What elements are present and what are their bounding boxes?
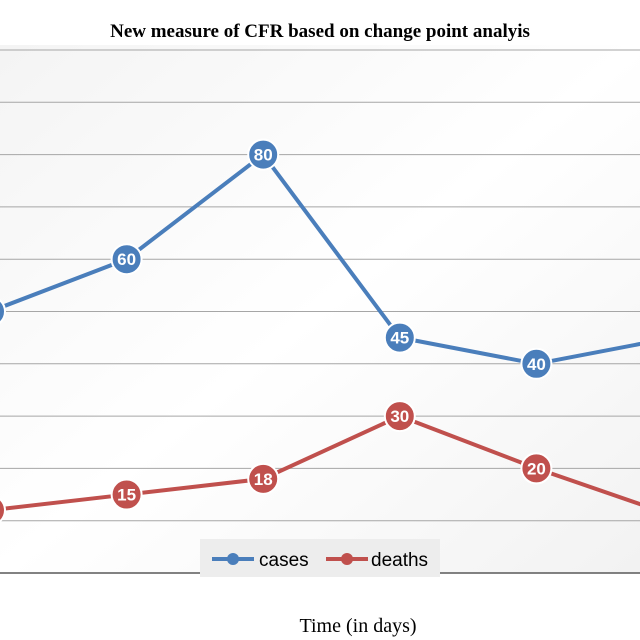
data-point-deaths xyxy=(247,462,280,495)
data-label-cases: 60 xyxy=(117,250,136,269)
legend: cases deaths xyxy=(200,539,440,577)
legend-marker-cases xyxy=(227,553,239,565)
data-point-cases xyxy=(110,243,143,276)
data-point-deaths xyxy=(0,497,6,523)
chart-title: New measure of CFR based on change point… xyxy=(110,21,530,42)
data-point-cases xyxy=(520,347,553,380)
series-layer: 60 80 45 40 15 18 30 20 xyxy=(0,138,640,523)
data-point-deaths xyxy=(520,452,553,485)
data-point-cases xyxy=(383,321,416,354)
data-label-deaths: 20 xyxy=(527,459,546,478)
series-line-deaths xyxy=(0,414,640,512)
data-point-deaths xyxy=(110,478,143,511)
data-label-cases: 45 xyxy=(390,329,409,348)
legend-marker-deaths xyxy=(341,553,353,565)
data-point-cases xyxy=(247,138,280,171)
legend-label-cases: cases xyxy=(259,550,309,571)
series-line-cases xyxy=(0,152,640,366)
data-label-cases: 40 xyxy=(527,355,546,374)
data-point-deaths xyxy=(383,400,416,433)
legend-label-deaths: deaths xyxy=(371,550,428,571)
legend-item-deaths: deaths xyxy=(326,550,428,571)
data-label-cases: 80 xyxy=(254,146,273,165)
grid-layer xyxy=(0,49,640,574)
x-axis-label: Time (in days) xyxy=(299,615,416,637)
data-label-deaths: 18 xyxy=(254,470,273,489)
legend-item-cases: cases xyxy=(212,550,309,571)
data-point-cases xyxy=(0,299,6,324)
data-label-deaths: 30 xyxy=(390,407,409,426)
plot-area xyxy=(0,45,640,573)
data-label-deaths: 15 xyxy=(117,486,136,505)
